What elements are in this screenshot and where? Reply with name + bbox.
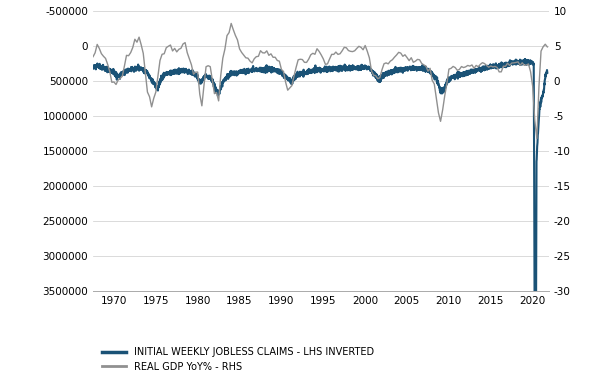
Legend: INITIAL WEEKLY JOBLESS CLAIMS - LHS INVERTED, REAL GDP YoY% - RHS: INITIAL WEEKLY JOBLESS CLAIMS - LHS INVE… — [98, 343, 378, 376]
